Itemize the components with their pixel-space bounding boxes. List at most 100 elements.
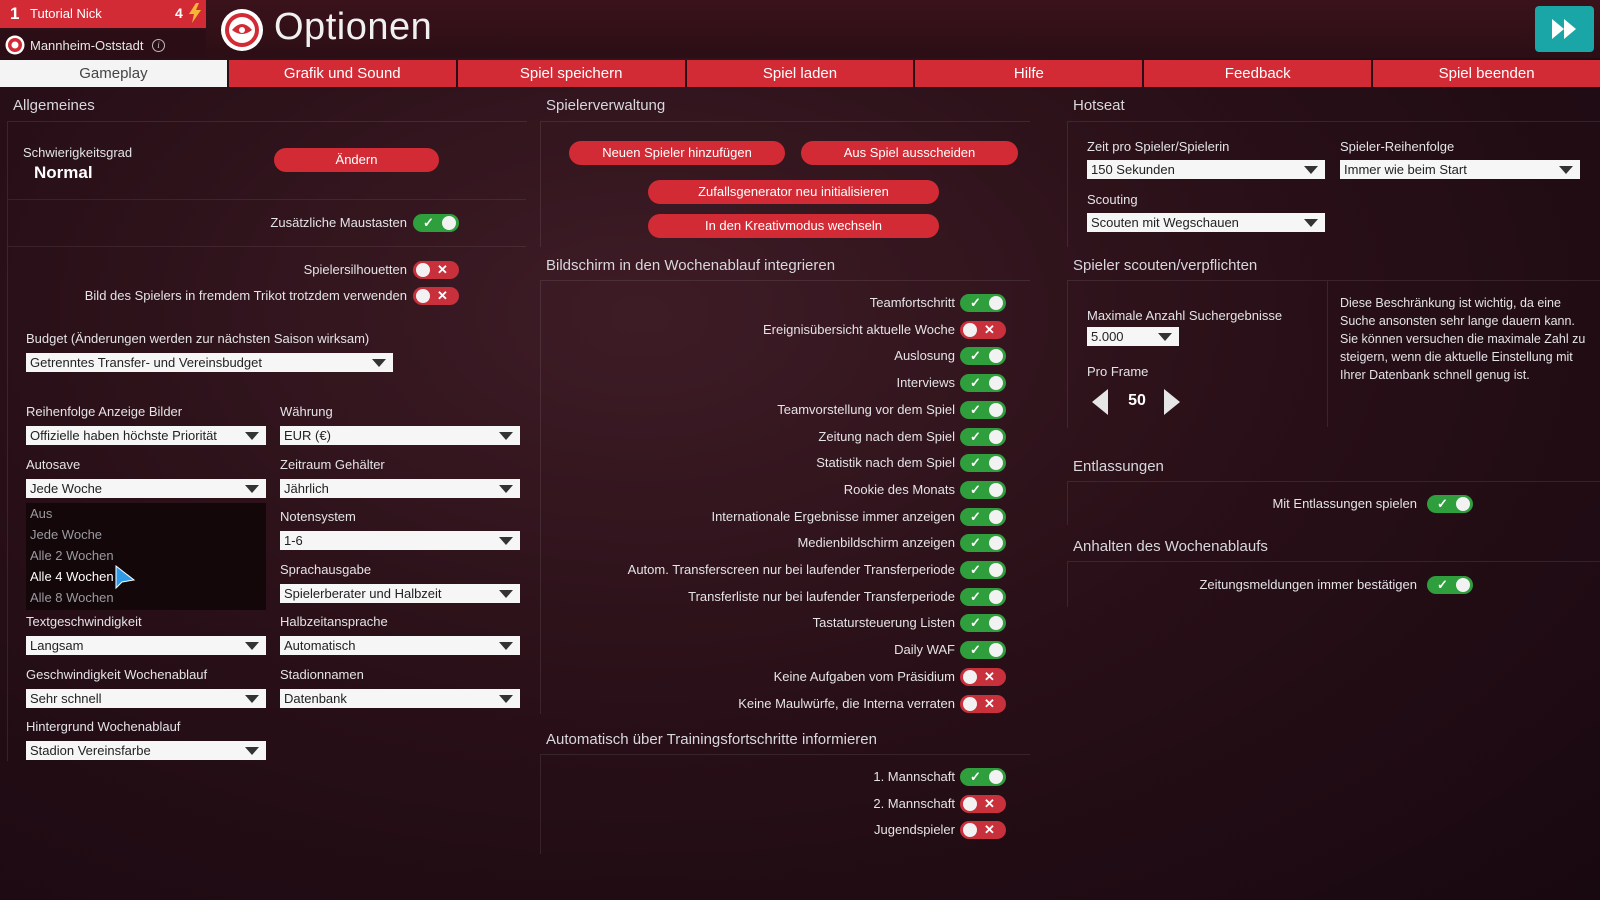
setting-toggle[interactable]: ✓ <box>960 641 1006 660</box>
dropdown-option[interactable]: Alle 2 Wochen <box>30 548 114 563</box>
halftime-select[interactable]: Automatisch <box>280 636 520 655</box>
week-speed-label: Geschwindigkeit Wochenablauf <box>26 667 208 682</box>
setting-label: Internationale Ergebnisse immer anzeigen <box>711 508 955 524</box>
salary-period-select[interactable]: Jährlich <box>280 479 520 498</box>
chevron-down-icon <box>245 485 259 493</box>
max-results-select[interactable]: 5.000 <box>1087 327 1179 346</box>
setting-toggle[interactable]: ✓ <box>960 400 1006 419</box>
setting-toggle[interactable]: ✕ <box>960 667 1006 686</box>
chevron-down-icon <box>245 432 259 440</box>
reset-rng-button[interactable]: Zufallsgenerator neu initialisieren <box>648 180 939 204</box>
tab-quit-game[interactable]: Spiel beenden <box>1373 60 1600 87</box>
decrease-arrow-icon[interactable] <box>1090 388 1110 416</box>
setting-toggle[interactable]: ✕ <box>960 821 1006 840</box>
setting-toggle[interactable]: ✕ <box>960 794 1006 813</box>
budget-select[interactable]: Getrenntes Transfer- und Vereinsbudget <box>26 353 393 372</box>
player-box[interactable] <box>0 0 206 28</box>
currency-select[interactable]: EUR (€) <box>280 426 520 445</box>
setting-label: Keine Aufgaben vom Präsidium <box>773 668 955 684</box>
change-difficulty-button[interactable]: Ändern <box>274 148 439 172</box>
chevron-down-icon <box>245 747 259 755</box>
confirm-news-label: Zeitungsmeldungen immer bestätigen <box>1199 577 1417 592</box>
confirm-news-toggle[interactable]: ✓ <box>1427 576 1473 594</box>
setting-label: Autom. Transferscreen nur bei laufender … <box>627 562 955 577</box>
image-order-select[interactable]: Offizielle haben höchste Priorität <box>26 426 266 445</box>
foreign-kit-toggle[interactable]: ✕ <box>413 287 459 305</box>
tab-feedback[interactable]: Feedback <box>1144 60 1374 87</box>
setting-toggle[interactable]: ✓ <box>960 454 1006 473</box>
dropdown-option[interactable]: Jede Woche <box>30 527 103 542</box>
tab-load-game[interactable]: Spiel laden <box>686 60 916 87</box>
play-with-dismissals-toggle[interactable]: ✓ <box>1427 495 1473 513</box>
setting-label: Ereignisübersicht aktuelle Woche <box>763 321 955 337</box>
hotseat-section-title: Hotseat <box>1073 97 1125 114</box>
leave-game-button[interactable]: Aus Spiel ausscheiden <box>801 141 1018 165</box>
setting-toggle[interactable]: ✓ <box>960 427 1006 446</box>
extra-mouse-label: Zusätzliche Maustasten <box>270 215 407 230</box>
page-title: Optionen <box>274 6 433 48</box>
setting-toggle[interactable]: ✓ <box>960 534 1006 553</box>
info-icon[interactable]: i <box>152 39 165 52</box>
grading-select[interactable]: 1-6 <box>280 531 520 550</box>
tab-gameplay[interactable]: Gameplay <box>0 60 229 87</box>
setting-toggle[interactable]: ✓ <box>960 347 1006 366</box>
week-screens-panel <box>540 280 1030 714</box>
setting-toggle[interactable]: ✓ <box>960 561 1006 579</box>
dropdown-option[interactable]: Alle 4 Wochen <box>30 569 114 584</box>
club-logo-icon <box>5 35 25 55</box>
setting-toggle[interactable]: ✓ <box>960 614 1006 633</box>
chevron-down-icon <box>245 695 259 703</box>
dropdown-option[interactable]: Alle 8 Wochen <box>30 590 114 605</box>
creative-mode-button[interactable]: In den Kreativmodus wechseln <box>648 214 939 238</box>
setting-label: Daily WAF <box>894 642 955 658</box>
halftime-label: Halbzeitansprache <box>280 614 388 629</box>
setting-toggle[interactable]: ✓ <box>960 480 1006 499</box>
setting-toggle[interactable]: ✕ <box>960 320 1006 339</box>
scouting-mode-select[interactable]: Scouten mit Wegschauen <box>1087 213 1325 232</box>
chevron-down-icon <box>499 485 513 493</box>
silhouettes-toggle[interactable]: ✕ <box>413 261 459 279</box>
setting-toggle[interactable]: ✓ <box>960 294 1006 312</box>
difficulty-label: Schwierigkeitsgrad <box>23 145 133 160</box>
setting-toggle[interactable]: ✓ <box>960 507 1006 526</box>
scouting-description: Diese Beschränkung ist wichtig, da eine … <box>1340 296 1586 382</box>
add-player-button[interactable]: Neuen Spieler hinzufügen <box>569 141 785 165</box>
player-rank: 1 <box>10 4 20 23</box>
setting-toggle[interactable]: ✓ <box>960 768 1006 786</box>
tab-graphics-sound[interactable]: Grafik und Sound <box>228 60 458 87</box>
setting-label: Keine Maulwürfe, die Interna verraten <box>738 695 955 711</box>
image-order-label: Reihenfolge Anzeige Bilder <box>26 404 183 419</box>
chevron-down-icon <box>499 642 513 650</box>
per-frame-label: Pro Frame <box>1087 364 1149 379</box>
player-name: Tutorial Nick <box>30 6 102 21</box>
setting-label: Teamfortschritt <box>869 295 955 310</box>
setting-toggle[interactable]: ✓ <box>960 587 1006 606</box>
training-section-title: Automatisch über Trainingsfortschritte i… <box>546 731 877 748</box>
autosave-select[interactable]: Jede Woche <box>26 479 266 498</box>
play-with-dismissals-label: Mit Entlassungen spielen <box>1272 496 1417 511</box>
fast-forward-icon <box>1552 19 1576 39</box>
player-mgmt-section-title: Spielerverwaltung <box>546 97 666 114</box>
dropdown-option[interactable]: Aus <box>30 506 53 521</box>
setting-label: Medienbildschirm anzeigen <box>797 535 955 551</box>
setting-label: 1. Mannschaft <box>873 769 955 784</box>
week-bg-label: Hintergrund Wochenablauf <box>26 719 181 734</box>
player-order-select[interactable]: Immer wie beim Start <box>1340 160 1580 179</box>
increase-arrow-icon[interactable] <box>1162 388 1182 416</box>
tab-save-game[interactable]: Spiel speichern <box>457 60 687 87</box>
fast-forward-button[interactable] <box>1535 6 1594 52</box>
text-speed-select[interactable]: Langsam <box>26 636 266 655</box>
setting-label: Tastatursteuerung Listen <box>812 615 955 631</box>
setting-label: Interviews <box>896 375 955 391</box>
setting-toggle[interactable]: ✓ <box>960 374 1006 393</box>
stadium-names-select[interactable]: Datenbank <box>280 689 520 708</box>
tab-help[interactable]: Hilfe <box>915 60 1145 87</box>
extra-mouse-toggle[interactable]: ✓ <box>413 214 459 232</box>
week-speed-select[interactable]: Sehr schnell <box>26 689 266 708</box>
speech-select[interactable]: Spielerberater und Halbzeit <box>280 584 520 603</box>
divider <box>8 246 526 247</box>
week-bg-select[interactable]: Stadion Vereinsfarbe <box>26 741 266 760</box>
scouting-panel <box>1067 280 1600 428</box>
time-per-player-select[interactable]: 150 Sekunden <box>1087 160 1325 179</box>
setting-toggle[interactable]: ✕ <box>960 694 1006 713</box>
